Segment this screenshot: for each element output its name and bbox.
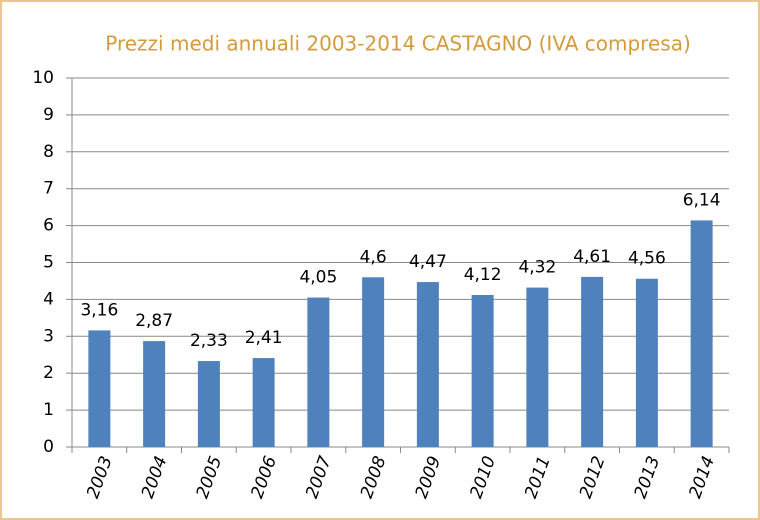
data-label: 3,16 bbox=[80, 300, 118, 320]
data-label: 4,12 bbox=[464, 265, 502, 285]
bar bbox=[416, 282, 439, 447]
bar bbox=[307, 297, 330, 447]
bar bbox=[252, 358, 275, 447]
data-label: 4,6 bbox=[360, 247, 387, 267]
data-label: 2,33 bbox=[190, 331, 228, 351]
y-tick-label: 8 bbox=[43, 142, 54, 162]
data-label: 4,05 bbox=[299, 268, 337, 288]
data-label: 6,14 bbox=[683, 190, 721, 210]
y-tick-label: 4 bbox=[43, 289, 54, 309]
y-tick-label: 2 bbox=[43, 363, 54, 383]
bar bbox=[635, 278, 658, 447]
data-label: 4,56 bbox=[628, 249, 666, 269]
y-tick-label: 10 bbox=[32, 68, 54, 88]
data-label: 2,87 bbox=[135, 311, 173, 331]
bar bbox=[526, 287, 549, 447]
data-label: 2,41 bbox=[245, 328, 283, 348]
y-tick-label: 5 bbox=[43, 253, 54, 273]
bar bbox=[197, 361, 220, 447]
bar bbox=[362, 277, 385, 447]
y-tick-label: 0 bbox=[43, 437, 54, 457]
y-tick-label: 3 bbox=[43, 326, 54, 346]
bar bbox=[471, 294, 494, 447]
bar bbox=[581, 276, 604, 447]
chart-title: Prezzi medi annuali 2003-2014 CASTAGNO (… bbox=[105, 32, 691, 56]
bar bbox=[143, 341, 166, 447]
y-tick-label: 9 bbox=[43, 105, 54, 125]
y-tick-label: 6 bbox=[43, 216, 54, 236]
y-tick-label: 1 bbox=[43, 400, 54, 420]
data-label: 4,47 bbox=[409, 252, 447, 272]
y-tick-label: 7 bbox=[43, 179, 54, 199]
bar bbox=[88, 330, 111, 447]
data-label: 4,61 bbox=[573, 247, 611, 267]
data-label: 4,32 bbox=[518, 258, 556, 278]
bar bbox=[690, 220, 713, 447]
